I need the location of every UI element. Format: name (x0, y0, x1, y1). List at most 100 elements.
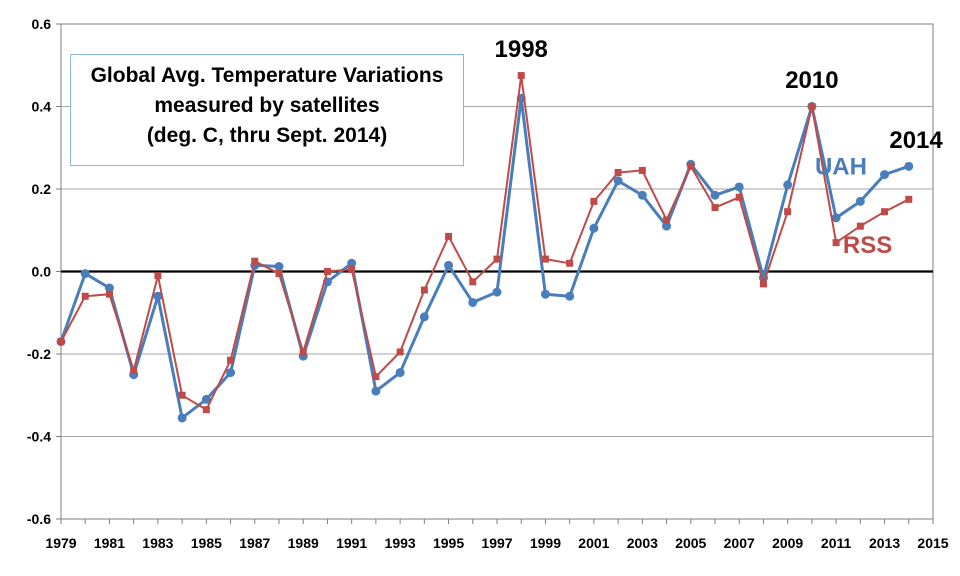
x-tick-label: 1991 (336, 535, 367, 551)
data-point-rss (832, 239, 840, 247)
data-point-rss (323, 268, 331, 275)
data-point-rss (590, 197, 598, 205)
data-point-uah (177, 413, 187, 423)
data-point-rss (227, 356, 235, 364)
data-point-uah (904, 161, 914, 171)
y-tick-label: -0.4 (27, 429, 51, 445)
x-tick-label: 2015 (917, 535, 948, 551)
data-point-uah (395, 368, 405, 378)
data-point-rss (130, 367, 138, 374)
data-point-rss (396, 348, 404, 356)
data-point-rss (663, 216, 671, 224)
data-point-rss (905, 195, 913, 203)
data-point-uah (734, 182, 744, 192)
data-point-rss (735, 193, 743, 201)
data-point-rss (856, 222, 864, 230)
data-point-uah (855, 196, 865, 206)
x-tick-label: 2001 (578, 535, 609, 551)
data-point-rss (178, 391, 186, 399)
x-tick-label: 1989 (288, 535, 319, 551)
x-tick-label: 1985 (191, 535, 222, 551)
x-tick-label: 2007 (724, 535, 755, 551)
data-point-uah (662, 221, 672, 231)
data-point-uah (371, 386, 381, 396)
data-point-uah (347, 258, 357, 268)
x-tick-label: 1987 (239, 535, 270, 551)
data-point-rss (202, 406, 210, 414)
x-tick-label: 1995 (433, 535, 464, 551)
data-point-rss (687, 162, 695, 170)
series-line-uah (59, 98, 910, 421)
x-tick-label: 1981 (94, 535, 125, 551)
data-point-uah (613, 176, 623, 186)
data-point-rss (784, 208, 792, 216)
data-point-rss (517, 72, 525, 80)
data-point-uah (444, 260, 454, 270)
data-point-rss (445, 232, 453, 240)
data-point-uah (153, 291, 163, 301)
data-point-uah (565, 291, 575, 301)
data-point-rss (81, 292, 89, 300)
annotation-label: 1998 (495, 36, 548, 63)
annotation-label: 2010 (785, 67, 838, 94)
x-tick-label: 2009 (772, 535, 803, 551)
data-point-rss (808, 103, 816, 110)
data-point-rss (348, 265, 356, 273)
data-point-rss (711, 204, 719, 212)
x-tick-label: 2013 (869, 535, 900, 551)
data-point-uah (226, 368, 236, 378)
data-point-uah (80, 269, 90, 279)
data-point-rss (154, 272, 162, 280)
data-point-uah (783, 180, 793, 190)
data-point-uah (492, 287, 502, 297)
chart-title-line-1: Global Avg. Temperature Variations (90, 64, 444, 87)
data-point-rss (493, 255, 501, 263)
x-tick-label: 2005 (675, 535, 706, 551)
x-tick-label: 2011 (821, 535, 852, 551)
chart-title-line-3: (deg. C, thru Sept. 2014) (146, 124, 388, 147)
data-point-rss (881, 208, 889, 216)
x-tick-label: 1993 (385, 535, 416, 551)
data-point-rss (638, 166, 646, 174)
y-tick-label: -0.2 (27, 346, 51, 362)
data-point-uah (880, 170, 890, 180)
annotation-label: RSS (843, 232, 892, 259)
data-point-uah (201, 394, 211, 404)
y-tick-label: 0.2 (32, 181, 52, 197)
data-point-rss (57, 338, 65, 346)
data-point-uah (637, 190, 647, 200)
x-tick-label: 1983 (142, 535, 173, 551)
annotation-label: 2014 (889, 127, 943, 154)
data-point-uah (468, 297, 478, 307)
y-tick-label: 0.4 (32, 99, 52, 115)
chart-title-line-2: measured by satellites (154, 94, 380, 117)
annotation-label: UAH (815, 154, 867, 181)
data-point-uah (540, 289, 550, 299)
y-tick-label: -0.6 (27, 511, 51, 527)
data-point-uah (710, 190, 720, 200)
data-point-rss (105, 290, 113, 298)
data-point-rss (251, 257, 259, 265)
data-point-rss (614, 169, 622, 176)
chart-title-box: Global Avg. Temperature Variations measu… (70, 54, 464, 166)
data-point-rss (372, 373, 380, 381)
y-tick-label: 0.0 (32, 264, 52, 280)
y-tick-label: 0.6 (32, 16, 52, 32)
x-tick-label: 1999 (530, 535, 561, 551)
data-point-rss (469, 278, 477, 286)
data-point-rss (275, 270, 283, 278)
data-point-uah (104, 283, 114, 293)
x-tick-label: 1979 (45, 535, 76, 551)
x-tick-label: 1997 (481, 535, 512, 551)
data-point-rss (299, 348, 307, 356)
data-point-rss (420, 286, 428, 294)
x-tick-label: 2003 (627, 535, 658, 551)
data-point-uah (831, 213, 841, 223)
data-point-uah (589, 223, 599, 233)
series-line-rss (60, 75, 910, 412)
data-point-rss (759, 280, 767, 288)
data-point-rss (541, 255, 549, 263)
data-point-rss (566, 259, 574, 267)
data-point-uah (274, 262, 284, 272)
